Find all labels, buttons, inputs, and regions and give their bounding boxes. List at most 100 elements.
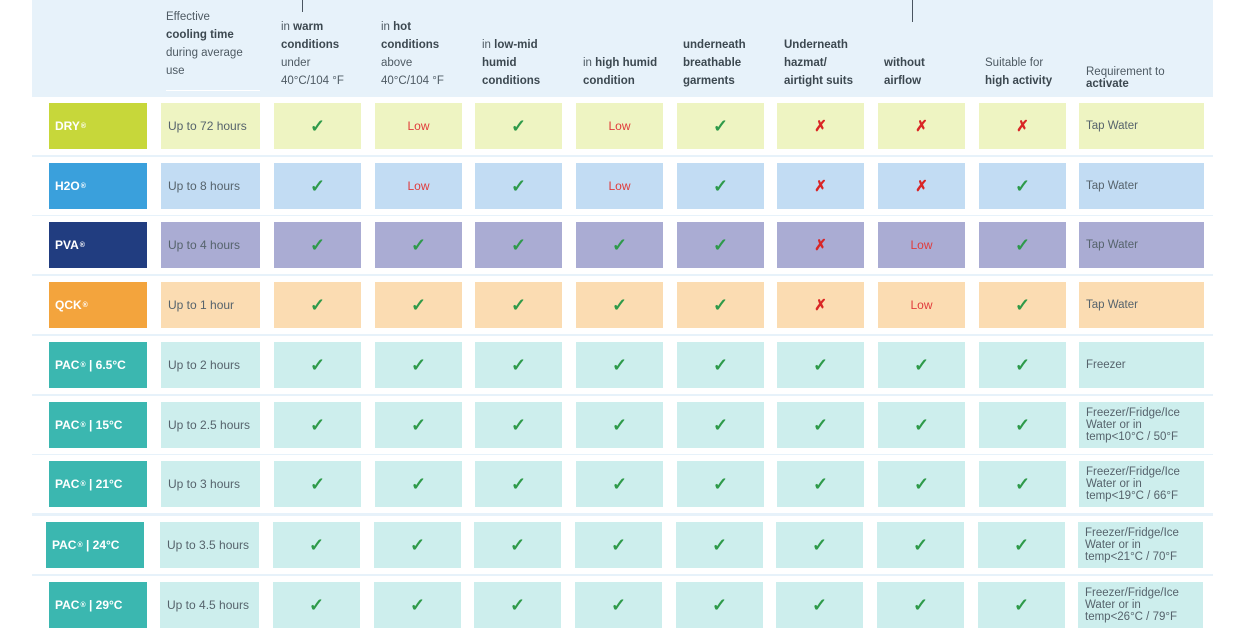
product-temperature: | 29°C: [85, 598, 123, 612]
product-name: H2O: [55, 179, 80, 193]
warm-cell: ✓: [274, 342, 361, 388]
activation-requirement-cell: Freezer: [1079, 342, 1204, 388]
cooling-time-cell: Up to 4.5 hours: [160, 582, 259, 628]
check-icon: ✓: [309, 355, 326, 375]
high-humid-cell: ✓: [576, 342, 663, 388]
cooling-time-cell: Up to 2.5 hours: [161, 402, 260, 448]
product-temperature: | 6.5°C: [85, 358, 126, 372]
low-mid-humid-cell: ✓: [475, 222, 562, 268]
warm-cell: ✓: [274, 103, 361, 149]
check-icon: ✓: [409, 535, 426, 555]
breathable-garments-cell: ✓: [677, 342, 764, 388]
high-activity-cell: ✓: [979, 282, 1066, 328]
without-airflow-cell: ✗: [878, 163, 965, 209]
breathable-garments-cell: ✓: [677, 163, 764, 209]
breathable-garments-cell: ✓: [677, 222, 764, 268]
check-icon: ✓: [712, 415, 729, 435]
requirement-text: Tap Water: [1086, 180, 1138, 192]
check-icon: ✓: [913, 355, 930, 375]
hot-cell: ✓: [375, 342, 462, 388]
check-icon: ✓: [913, 474, 930, 494]
check-icon: ✓: [912, 595, 929, 615]
requirement-text: Freezer/Fridge/Ice: [1085, 527, 1179, 539]
registered-mark: ®: [80, 122, 87, 130]
activation-requirement-cell: Freezer/Fridge/Ice Water or in temp<26°C /…: [1078, 582, 1203, 628]
high-activity-cell: ✗: [979, 103, 1066, 149]
header-requirement: Requirement to activate: [1086, 66, 1165, 90]
check-icon: ✓: [812, 474, 829, 494]
check-icon: ✓: [712, 235, 729, 255]
check-icon: ✓: [913, 415, 930, 435]
hot-cell: ✓: [374, 582, 461, 628]
product-name: PAC: [55, 358, 80, 372]
product-temperature: | 24°C: [82, 538, 120, 552]
warm-cell: ✓: [273, 522, 360, 568]
low-mid-humid-cell: ✓: [475, 282, 562, 328]
hot-cell: ✓: [375, 402, 462, 448]
check-icon: ✓: [309, 176, 326, 196]
requirement-text: Freezer/Fridge/Ice: [1085, 587, 1179, 599]
check-icon: ✓: [611, 295, 628, 315]
cross-icon: ✗: [915, 177, 928, 195]
activation-requirement-cell: Freezer/Fridge/Ice Water or in temp<10°C /…: [1079, 402, 1204, 448]
requirement-text: Freezer: [1086, 359, 1126, 371]
product-name: PVA: [55, 238, 79, 252]
requirement-text: temp<26°C / 79°F: [1085, 611, 1177, 623]
check-icon: ✓: [510, 295, 527, 315]
product-name: QCK: [55, 298, 82, 312]
check-icon: ✓: [812, 355, 829, 375]
high-activity-cell: ✓: [979, 163, 1066, 209]
hot-cell: ✓: [375, 222, 462, 268]
low-mid-humid-cell: ✓: [474, 522, 561, 568]
activation-requirement-cell: Tap Water: [1079, 222, 1204, 268]
product-name-cell: PAC ® | 29°C: [49, 582, 147, 628]
product-name: PAC: [55, 477, 80, 491]
low-label: Low: [608, 179, 631, 193]
low-mid-humid-cell: ✓: [475, 103, 562, 149]
header-warm-conditions: in warm conditions under 40°C/104 °F: [281, 21, 344, 87]
warm-cell: ✓: [274, 402, 361, 448]
check-icon: ✓: [811, 595, 828, 615]
high-humid-cell: Low: [576, 163, 663, 209]
product-name-cell: H2O ®: [49, 163, 147, 209]
low-mid-humid-cell: ✓: [475, 163, 562, 209]
cross-icon: ✗: [814, 296, 827, 314]
cooling-time-cell: Up to 8 hours: [161, 163, 260, 209]
product-name: PAC: [55, 418, 80, 432]
requirement-text: Water or in: [1085, 539, 1141, 551]
requirement-text: Water or in: [1086, 478, 1142, 490]
product-name-cell: PVA ®: [49, 222, 147, 268]
without-airflow-cell: Low: [878, 222, 965, 268]
check-icon: ✓: [410, 355, 427, 375]
low-label: Low: [910, 238, 933, 252]
high-activity-cell: ✓: [979, 402, 1066, 448]
requirement-text: Tap Water: [1086, 299, 1138, 311]
check-icon: ✓: [1014, 295, 1031, 315]
hot-cell: ✓: [374, 522, 461, 568]
registered-mark: ®: [80, 182, 86, 190]
cross-icon: ✗: [814, 117, 827, 135]
activation-requirement-cell: Freezer/Fridge/Ice Water or in temp<21°C /…: [1078, 522, 1203, 568]
activation-requirement-cell: Tap Water: [1079, 103, 1204, 149]
cross-icon: ✗: [915, 117, 928, 135]
check-icon: ✓: [309, 474, 326, 494]
warm-cell: ✓: [274, 282, 361, 328]
check-icon: ✓: [1014, 355, 1031, 375]
product-name-cell: PAC ® | 21°C: [49, 461, 147, 507]
cooling-time-cell: Up to 4 hours: [161, 222, 260, 268]
registered-mark: ®: [80, 601, 86, 609]
high-humid-cell: ✓: [575, 522, 662, 568]
check-icon: ✓: [309, 235, 326, 255]
without-airflow-cell: ✓: [877, 582, 964, 628]
check-icon: ✓: [410, 415, 427, 435]
check-icon: ✓: [409, 595, 426, 615]
cooling-time-cell: Up to 72 hours: [161, 103, 260, 149]
registered-mark: ®: [80, 361, 86, 369]
low-mid-humid-cell: ✓: [475, 461, 562, 507]
cooling-time-cell: Up to 1 hour: [161, 282, 260, 328]
header-high-humid: in high humid condition: [583, 57, 658, 87]
check-icon: ✓: [510, 235, 527, 255]
check-icon: ✓: [510, 355, 527, 375]
high-humid-cell: ✓: [576, 461, 663, 507]
without-airflow-cell: ✓: [878, 402, 965, 448]
